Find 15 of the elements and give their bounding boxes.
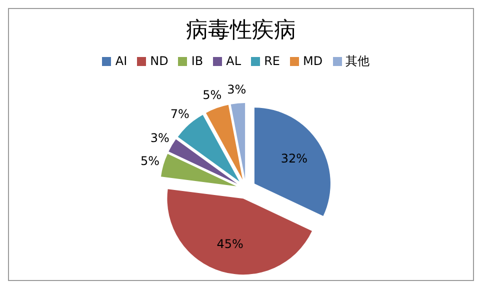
- legend-label: AI: [115, 54, 128, 68]
- data-label: 45%: [216, 236, 244, 251]
- legend-label: RE: [264, 54, 280, 68]
- legend-label: AL: [226, 54, 242, 68]
- legend-label: 其他: [346, 54, 370, 68]
- data-label: 3%: [150, 131, 170, 146]
- data-label: 7%: [170, 106, 190, 121]
- data-label: 3%: [227, 82, 246, 96]
- data-label: 5%: [140, 154, 160, 168]
- chart-title: 病毒性疾病: [185, 17, 297, 45]
- legend-label: IB: [191, 54, 204, 68]
- data-label: 5%: [202, 88, 222, 102]
- legend-label: ND: [150, 54, 168, 68]
- data-label: 32%: [280, 151, 308, 166]
- legend-label: MD: [302, 54, 323, 68]
